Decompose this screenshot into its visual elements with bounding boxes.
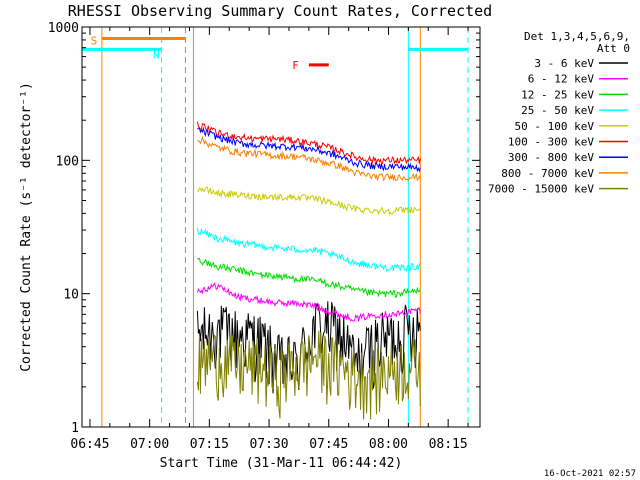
series-line-7000-15000-kev [196,330,421,420]
legend-label-100-300-kev: 100 - 300 keV [508,136,594,149]
legend-label-25-50-kev: 25 - 50 keV [521,104,594,117]
plot-frame [81,26,481,428]
x-tick-label-07-00: 07:00 [130,437,169,452]
x-tick-label-08-00: 08:00 [369,437,408,452]
y-axis-label: Corrected Count Rate (s⁻¹ detector⁻¹) [19,82,34,372]
x-tick-label-08-15: 08:15 [429,437,468,452]
x-tick-label-07-45: 07:45 [309,437,348,452]
x-axis-label: Start Time (31-Mar-11 06:44:42) [160,456,403,471]
series-group [196,121,421,420]
y-tick-label-100: 100 [56,154,79,169]
y-tick-label-1: 1 [71,421,79,436]
legend-label-300-800-kev: 300 - 800 keV [508,151,594,164]
y-tick-label-1000: 1000 [48,21,79,36]
time-interval-bars: S N F [82,34,469,72]
series-line-12-25-kev [197,257,421,298]
x-tick-label-07-30: 07:30 [249,437,288,452]
legend-header-line-1: Det 1,3,4,5,6,9, [524,30,630,43]
vertical-lines [101,27,469,427]
axis-ticks: 06:45 07:00 07:15 07:30 07:45 08:00 08:15 1 10 10… [48,21,480,452]
series-line-25-50-kev [196,227,421,272]
legend-label-800-7000-kev: 800 - 7000 keV [501,167,594,180]
x-tick-label-06-45: 06:45 [70,437,109,452]
footer-timestamp: 16-Oct-2021 02:57 [544,469,636,479]
series-line-300-800-kev [197,126,421,173]
series-line-800-7000-kev [197,135,421,182]
legend-label-3-6-kev: 3 - 6 keV [534,57,594,70]
legend-label-6-12-kev: 6 - 12 keV [528,73,595,86]
series-line-6-12-kev [196,281,421,323]
interval-label-f: F [292,59,299,72]
legend-header-line-2: Att 0 [597,42,630,55]
interval-label-s: S [91,34,98,47]
interval-label-n: N [153,48,160,61]
x-tick-label-07-15: 07:15 [190,437,229,452]
y-tick-label-10: 10 [63,288,79,303]
legend-label-12-25-kev: 12 - 25 keV [521,88,594,101]
series-line-50-100-kev [197,186,421,216]
series-line-100-300-kev [196,121,421,166]
legend-label-7000-15000-kev: 7000 - 15000 keV [488,183,594,196]
legend-label-50-100-kev: 50 - 100 keV [515,120,595,133]
legend: Det 1,3,4,5,6,9,Att 03 - 6 keV 6 - 12 keV… [488,30,630,196]
chart-title: RHESSI Observing Summary Count Rates, Co… [68,2,492,20]
